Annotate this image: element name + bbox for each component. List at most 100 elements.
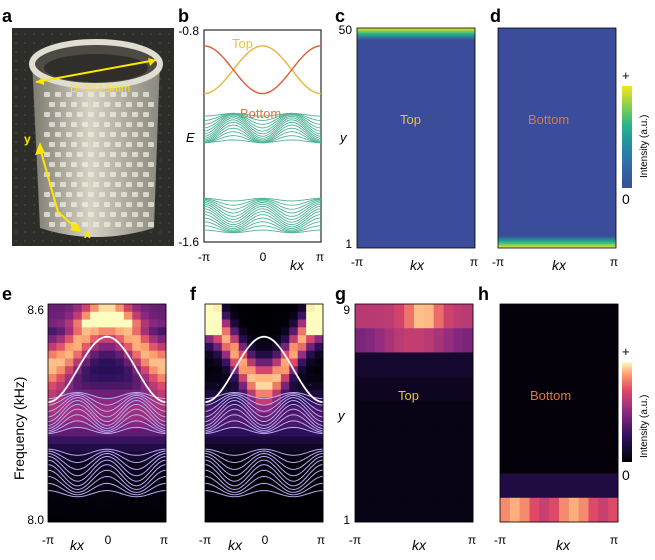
spectrum-cell <box>123 514 133 523</box>
spectrum-cell <box>306 381 315 391</box>
spectrum-cell <box>132 483 142 492</box>
bulk-band-theory <box>47 408 167 429</box>
spectrum-cell <box>140 420 150 429</box>
spectrum-cell <box>140 444 150 453</box>
resonator-bump <box>66 192 72 197</box>
spectrum-cell <box>289 451 299 461</box>
intensity-cell <box>549 328 560 353</box>
table-hole <box>96 240 98 242</box>
spectrum-cell <box>255 506 265 515</box>
spectrum-cell <box>56 350 66 359</box>
spectrum-cell <box>73 459 83 468</box>
intensity-cell <box>588 473 599 499</box>
intensity-cell <box>529 400 540 426</box>
intensity-cell <box>500 497 511 523</box>
spectrum-cell <box>264 475 273 484</box>
intensity-cell <box>404 473 415 499</box>
spectrum-cell <box>238 514 248 523</box>
table-hole <box>15 105 17 107</box>
resonator-bump <box>49 122 55 127</box>
spectrum-cell <box>230 444 240 453</box>
spectrum-cell <box>107 304 116 313</box>
panel-h-label: Bottom <box>530 388 571 403</box>
intensity-cell <box>588 425 599 450</box>
spectrum-cell <box>81 428 91 437</box>
resonator-bump <box>148 162 154 167</box>
diameter-label: D=263.5mm <box>70 83 130 95</box>
table-hole <box>33 213 35 215</box>
spectrum-cell <box>98 358 108 367</box>
spectrum-cell <box>64 514 74 523</box>
intensity-cell <box>598 304 609 329</box>
spectrum-cell <box>230 304 240 313</box>
spectrum-cell <box>132 514 142 523</box>
bulk-band-lower <box>203 225 322 233</box>
spectrum-cell <box>238 327 248 336</box>
spectrum-cell <box>140 366 150 375</box>
bulk-band-theory <box>204 408 324 429</box>
spectrum-cell <box>314 475 324 484</box>
table-hole <box>15 177 17 179</box>
resonator-bump <box>82 102 88 107</box>
spectrum-cell <box>213 490 223 500</box>
spectrum-cell <box>289 342 299 352</box>
spectrum-cell <box>314 335 324 344</box>
resonator-bump <box>55 192 61 197</box>
spectrum-cell <box>56 483 66 492</box>
resonator-bump <box>132 152 138 157</box>
spectrum-cell <box>289 506 299 515</box>
spectrum-cell <box>213 444 223 453</box>
bulk-band-theory <box>204 394 324 412</box>
spectrum-cell <box>140 342 150 352</box>
spectrum-cell <box>205 304 214 313</box>
spectrum-cell <box>272 490 282 500</box>
intensity-cell <box>394 449 405 474</box>
intensity-cell <box>598 352 609 378</box>
spectrum-cell <box>48 514 57 523</box>
intensity-cell <box>423 328 435 353</box>
intensity-cell <box>463 473 474 499</box>
spectrum-cell <box>297 374 307 383</box>
bulk-band-lower <box>203 197 322 202</box>
table-hole <box>123 240 125 242</box>
spectrum-cell <box>98 350 108 359</box>
table-hole <box>15 33 17 35</box>
spectrum-cell <box>157 311 167 320</box>
spectrum-cell <box>140 319 150 328</box>
table-hole <box>15 159 17 161</box>
intensity-cell <box>364 425 376 450</box>
resonator-bump <box>99 172 105 177</box>
spectrum-cell <box>48 304 57 313</box>
spectrum-cell <box>221 451 231 461</box>
table-hole <box>159 195 161 197</box>
label-top: Top <box>232 36 253 51</box>
spectrum-cell <box>98 459 108 468</box>
intensity-cell <box>443 352 454 378</box>
intensity-cell <box>384 328 395 353</box>
spectrum-cell <box>98 506 108 515</box>
table-hole <box>60 240 62 242</box>
resonator-bump <box>137 122 143 127</box>
intensity-cell <box>364 473 376 499</box>
bulk-band-upper <box>203 114 322 132</box>
table-hole <box>159 96 161 98</box>
resonator-bump <box>104 182 110 187</box>
table-hole <box>168 213 170 215</box>
spectrum-cell <box>205 405 214 414</box>
spectrum-cell <box>81 498 91 507</box>
ylabel-b: E <box>186 130 195 145</box>
spectrum-cell <box>289 350 299 359</box>
spectrum-cell <box>213 475 223 484</box>
spectrum-cell <box>297 358 307 367</box>
spectrum-cell <box>247 490 256 500</box>
spectrum-cell <box>107 335 116 344</box>
spectrum-cell <box>230 311 240 320</box>
spectrum-cell <box>132 397 142 406</box>
spectrum-cell <box>264 514 273 523</box>
spectrum-cell <box>264 498 273 507</box>
spectrum-cell <box>272 467 282 476</box>
spectrum-cell <box>306 342 315 352</box>
spectrum-cell <box>255 490 265 500</box>
table-hole <box>15 141 17 143</box>
intensity-cell <box>423 497 435 523</box>
